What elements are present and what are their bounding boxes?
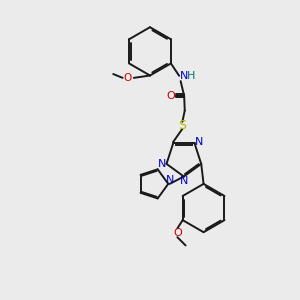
Text: N: N	[158, 159, 166, 169]
Text: O: O	[123, 73, 131, 83]
Text: H: H	[187, 71, 196, 81]
Text: O: O	[167, 91, 175, 101]
Text: N: N	[166, 175, 174, 185]
Text: N: N	[180, 176, 189, 186]
Text: S: S	[178, 119, 186, 132]
Text: N: N	[180, 71, 188, 81]
Text: O: O	[173, 228, 182, 239]
Text: N: N	[195, 137, 203, 147]
